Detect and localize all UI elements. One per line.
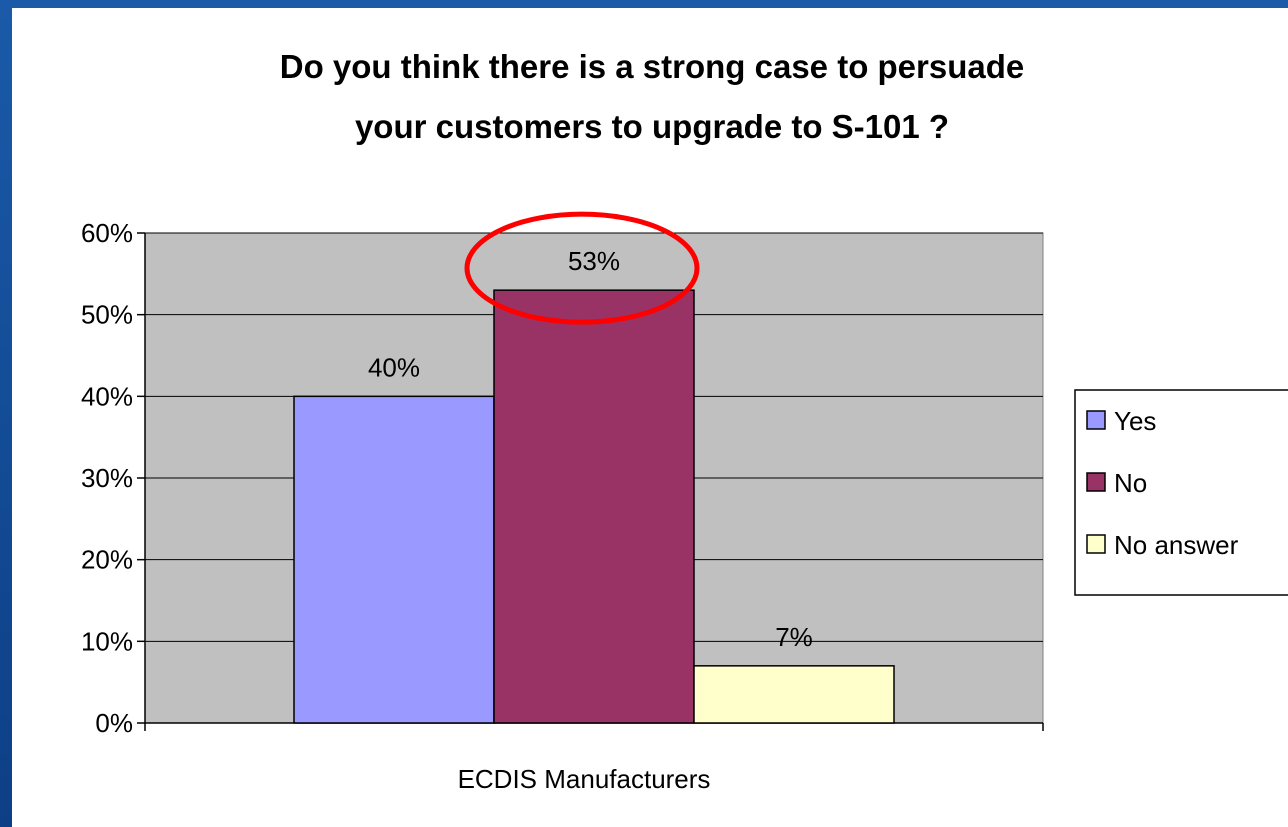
- legend-swatch-no-answer: [1086, 534, 1106, 554]
- y-tick-label: 60%: [81, 218, 133, 248]
- data-labels: 40% 53% 7%: [368, 246, 813, 652]
- bars: [293, 289, 895, 724]
- legend-label-no: No: [1114, 468, 1147, 498]
- category-label: ECDIS Manufacturers: [458, 764, 711, 794]
- legend: Yes No No answer: [1074, 389, 1288, 596]
- bar-no: [493, 289, 695, 724]
- slide-frame: Do you think there is a strong case to p…: [12, 8, 1288, 827]
- highlight-layer: [464, 211, 700, 325]
- y-tick-label: 50%: [81, 300, 133, 330]
- chart-title-line-1: Do you think there is a strong case to p…: [280, 48, 1025, 85]
- data-label-no-answer: 7%: [775, 622, 813, 652]
- bar-no-answer: [693, 665, 895, 724]
- y-tick-label: 0%: [95, 708, 133, 738]
- data-label-yes: 40%: [368, 352, 420, 382]
- legend-label-no-answer: No answer: [1114, 530, 1239, 560]
- y-axis: 0% 10% 20% 30% 40% 50% 60%: [81, 218, 1044, 738]
- x-axis: ECDIS Manufacturers: [458, 764, 711, 794]
- legend-swatch-no: [1086, 472, 1106, 492]
- y-tick-label: 20%: [81, 545, 133, 575]
- legend-swatch-yes: [1086, 410, 1106, 430]
- legend-box: [1074, 389, 1288, 596]
- bar-yes: [293, 395, 495, 724]
- y-tick-label: 30%: [81, 463, 133, 493]
- legend-label-yes: Yes: [1114, 406, 1156, 436]
- y-tick-label: 40%: [81, 381, 133, 411]
- highlight-ellipse: [464, 211, 700, 325]
- y-tick-label: 10%: [81, 626, 133, 656]
- chart-title-line-2: your customers to upgrade to S-101 ?: [355, 108, 949, 145]
- bar-chart: Do you think there is a strong case to p…: [81, 48, 1288, 794]
- data-label-no: 53%: [568, 246, 620, 276]
